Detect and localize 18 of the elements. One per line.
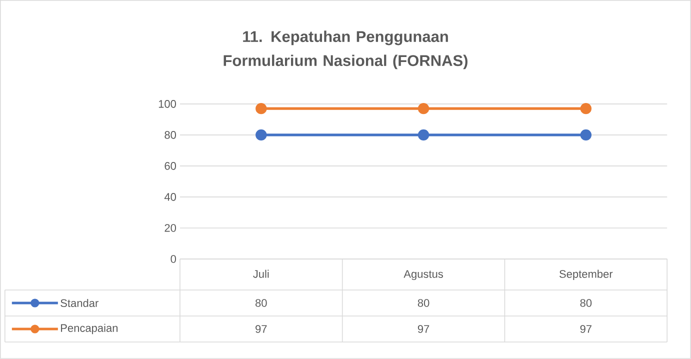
y-tick-label: 80	[164, 131, 176, 139]
chart-title: 11. Kepatuhan Penggunaan Formularium Nasional (FORNAS)	[224, 30, 468, 70]
y-tick-label: 0	[170, 255, 176, 263]
data-label: 97	[418, 325, 430, 333]
data-label: 97	[256, 325, 267, 333]
legend-label: Standar	[60, 299, 98, 308]
y-tick-label: 40	[164, 193, 176, 201]
data-label: 80	[580, 299, 592, 307]
x-tick-label: Juli	[253, 270, 269, 278]
data-label: 80	[418, 299, 430, 307]
legend-label: Pencapaian	[61, 324, 118, 334]
data-label: 97	[580, 325, 592, 333]
x-tick-label: September	[560, 270, 613, 280]
x-tick-label: Agustus	[404, 270, 444, 280]
data-label: 80	[256, 299, 267, 307]
y-tick-label: 20	[164, 224, 176, 232]
y-tick-label: 100	[158, 100, 176, 108]
y-tick-label: 60	[164, 162, 176, 170]
